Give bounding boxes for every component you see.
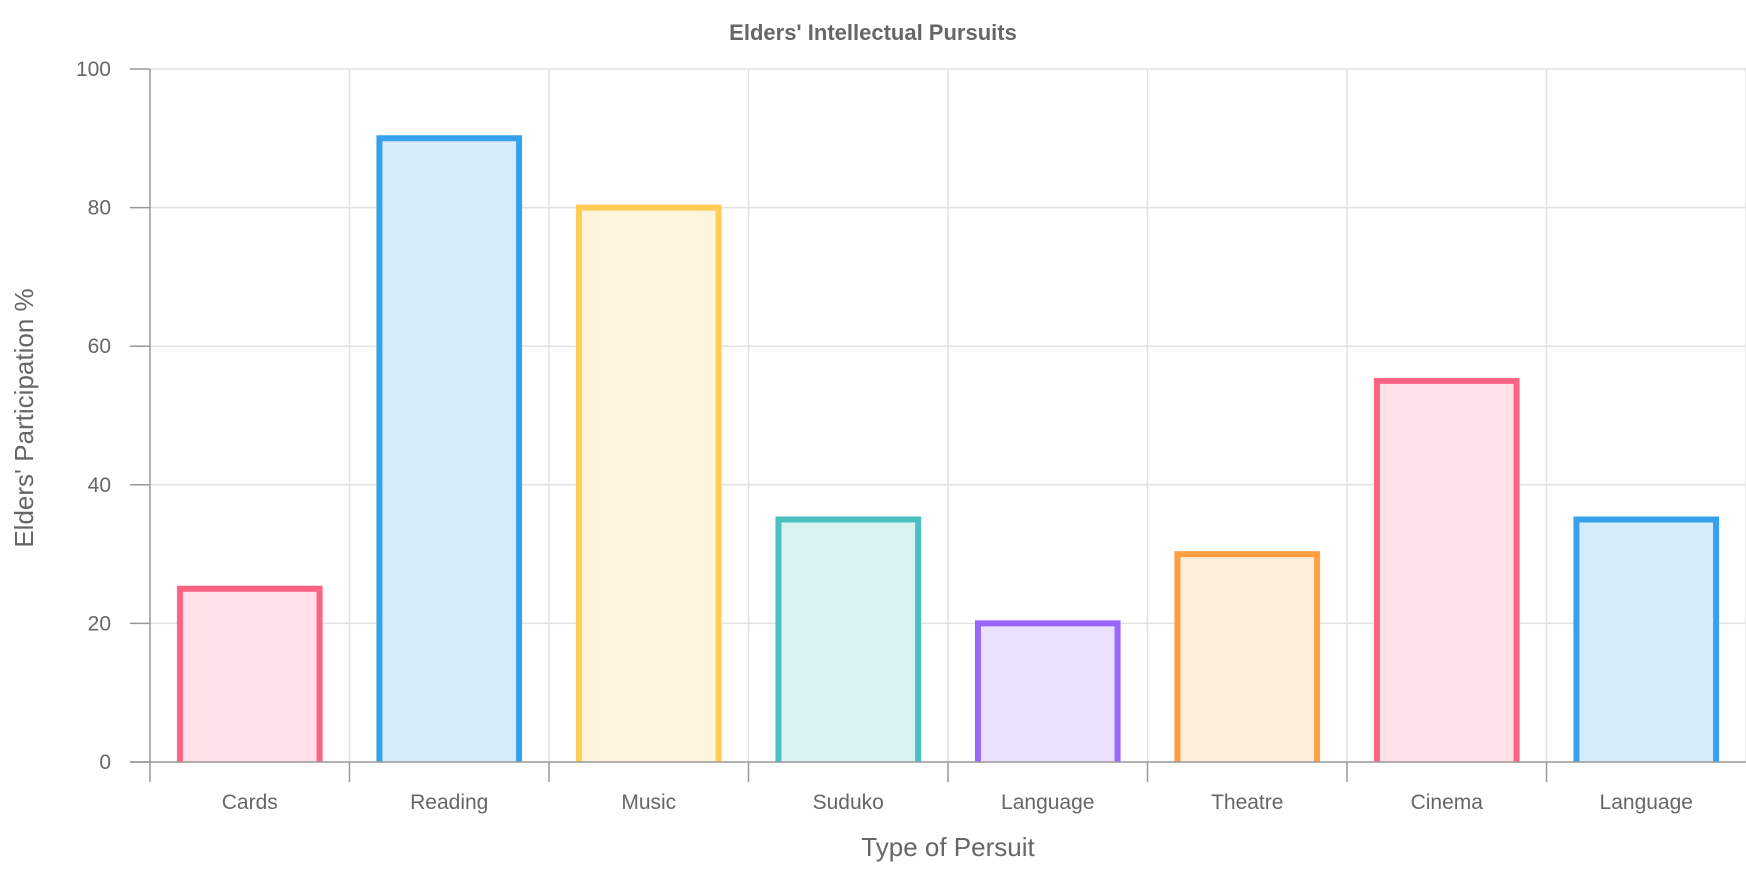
bar-fill bbox=[1576, 519, 1717, 762]
y-axis-title: Elders' Participation % bbox=[9, 288, 39, 547]
bar-fill bbox=[379, 138, 520, 763]
bar bbox=[1174, 551, 1321, 762]
axes bbox=[130, 69, 1746, 782]
bar bbox=[1573, 516, 1720, 762]
x-tick-label: Theatre bbox=[1211, 791, 1283, 814]
x-tick-label: Reading bbox=[410, 791, 488, 814]
y-tick-label: 40 bbox=[88, 474, 111, 497]
y-tick-label: 60 bbox=[88, 335, 111, 358]
chart-title: Elders' Intellectual Pursuits bbox=[729, 20, 1017, 45]
x-tick-label: Language bbox=[1600, 791, 1693, 814]
x-tick-label: Language bbox=[1001, 791, 1094, 814]
bar-fill bbox=[1376, 380, 1517, 762]
bar bbox=[376, 135, 523, 762]
bars bbox=[176, 135, 1720, 763]
bar bbox=[575, 204, 722, 762]
x-axis-ticks: Cards Reading Music Suduko Language Theatre Ci… bbox=[222, 762, 1693, 814]
bar bbox=[1373, 377, 1520, 762]
bar-fill bbox=[778, 519, 919, 762]
y-axis-ticks: 0 20 40 60 80 100 bbox=[76, 58, 150, 774]
bar-fill bbox=[578, 207, 719, 763]
x-tick-label: Cinema bbox=[1411, 791, 1484, 814]
bar-fill bbox=[977, 623, 1118, 762]
x-tick-label: Cards bbox=[222, 791, 278, 814]
y-tick-label: 100 bbox=[76, 58, 111, 81]
y-tick-label: 80 bbox=[88, 197, 111, 220]
bar-fill bbox=[1177, 554, 1318, 762]
bar bbox=[176, 585, 323, 762]
bar bbox=[974, 620, 1121, 762]
bar bbox=[775, 516, 922, 762]
x-axis-title: Type of Persuit bbox=[861, 832, 1035, 862]
x-tick-label: Suduko bbox=[813, 791, 884, 814]
y-tick-label: 20 bbox=[88, 612, 111, 635]
x-tick-label: Music bbox=[621, 791, 676, 814]
y-tick-label: 0 bbox=[99, 751, 111, 774]
bar-fill bbox=[179, 588, 320, 762]
